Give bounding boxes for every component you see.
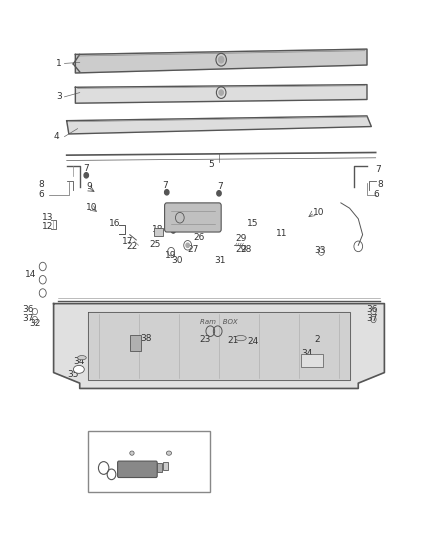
Text: 7: 7 xyxy=(170,220,176,229)
Text: 14: 14 xyxy=(25,270,37,279)
Bar xyxy=(163,462,168,470)
Ellipse shape xyxy=(78,356,86,360)
Ellipse shape xyxy=(302,356,310,360)
Text: 15: 15 xyxy=(247,219,259,228)
Text: 27: 27 xyxy=(187,245,199,254)
Text: 36: 36 xyxy=(22,305,34,314)
Text: 8: 8 xyxy=(378,180,384,189)
Text: 22: 22 xyxy=(127,242,138,251)
Text: 1: 1 xyxy=(56,59,62,68)
Text: 11: 11 xyxy=(276,229,287,238)
Bar xyxy=(130,335,141,351)
Text: 43: 43 xyxy=(162,443,173,453)
Text: 37: 37 xyxy=(366,314,378,323)
Text: 3: 3 xyxy=(56,92,62,101)
Circle shape xyxy=(171,228,176,233)
Text: 39: 39 xyxy=(125,443,136,453)
Text: 8: 8 xyxy=(39,180,44,189)
FancyBboxPatch shape xyxy=(165,203,221,232)
Circle shape xyxy=(219,56,224,63)
Text: 30: 30 xyxy=(171,256,183,265)
Circle shape xyxy=(186,243,189,247)
Text: 40: 40 xyxy=(132,476,142,485)
Text: 20: 20 xyxy=(99,453,110,462)
Text: 23: 23 xyxy=(199,335,211,344)
Text: 26: 26 xyxy=(193,233,204,242)
Bar xyxy=(157,463,162,472)
Text: 13: 13 xyxy=(42,213,53,222)
Polygon shape xyxy=(88,312,350,381)
Text: 7: 7 xyxy=(376,166,381,174)
Ellipse shape xyxy=(235,335,246,341)
Bar xyxy=(154,228,163,236)
Text: 4: 4 xyxy=(53,132,59,141)
Circle shape xyxy=(219,90,223,95)
Text: 44: 44 xyxy=(103,475,113,484)
Text: 16: 16 xyxy=(110,219,121,228)
Text: 33: 33 xyxy=(315,246,326,255)
Text: 18: 18 xyxy=(152,225,163,234)
Text: Ram   BOX: Ram BOX xyxy=(200,319,238,325)
Text: 35: 35 xyxy=(67,369,79,378)
Text: 6: 6 xyxy=(39,190,44,199)
Text: 35: 35 xyxy=(313,357,324,366)
FancyBboxPatch shape xyxy=(117,461,157,478)
Text: 9: 9 xyxy=(86,182,92,191)
Text: 34: 34 xyxy=(73,358,85,367)
Bar xyxy=(301,354,322,367)
Text: 17: 17 xyxy=(122,237,134,246)
Text: 34: 34 xyxy=(301,350,312,359)
Text: 36: 36 xyxy=(366,305,378,314)
Text: 10: 10 xyxy=(313,208,324,217)
Text: 25: 25 xyxy=(149,240,161,249)
Text: 29: 29 xyxy=(235,245,247,254)
Bar xyxy=(88,431,210,492)
Text: 37: 37 xyxy=(22,314,34,323)
Polygon shape xyxy=(75,85,367,103)
Text: 24: 24 xyxy=(247,337,258,346)
Text: 45: 45 xyxy=(97,455,108,464)
Ellipse shape xyxy=(166,451,172,455)
Text: 6: 6 xyxy=(374,190,379,199)
Circle shape xyxy=(84,173,88,178)
Text: 42: 42 xyxy=(169,456,179,465)
Ellipse shape xyxy=(130,451,134,455)
Text: 21: 21 xyxy=(228,336,239,345)
Polygon shape xyxy=(67,116,371,134)
Text: 5: 5 xyxy=(208,160,214,169)
Text: 19: 19 xyxy=(165,252,176,261)
Text: 7: 7 xyxy=(162,181,168,190)
Polygon shape xyxy=(75,49,367,73)
Text: 2: 2 xyxy=(315,335,320,344)
Text: 32: 32 xyxy=(30,319,41,328)
Text: 29: 29 xyxy=(235,234,247,243)
Ellipse shape xyxy=(74,366,84,373)
Text: 31: 31 xyxy=(215,256,226,265)
Text: 28: 28 xyxy=(241,245,252,254)
Text: 12: 12 xyxy=(42,222,53,231)
Text: 7: 7 xyxy=(217,182,223,191)
Text: 41: 41 xyxy=(163,466,174,475)
Circle shape xyxy=(217,191,221,196)
Text: 10: 10 xyxy=(86,203,98,212)
Polygon shape xyxy=(53,304,385,389)
Circle shape xyxy=(165,190,169,195)
Text: 38: 38 xyxy=(141,334,152,343)
Text: 7: 7 xyxy=(83,164,89,173)
